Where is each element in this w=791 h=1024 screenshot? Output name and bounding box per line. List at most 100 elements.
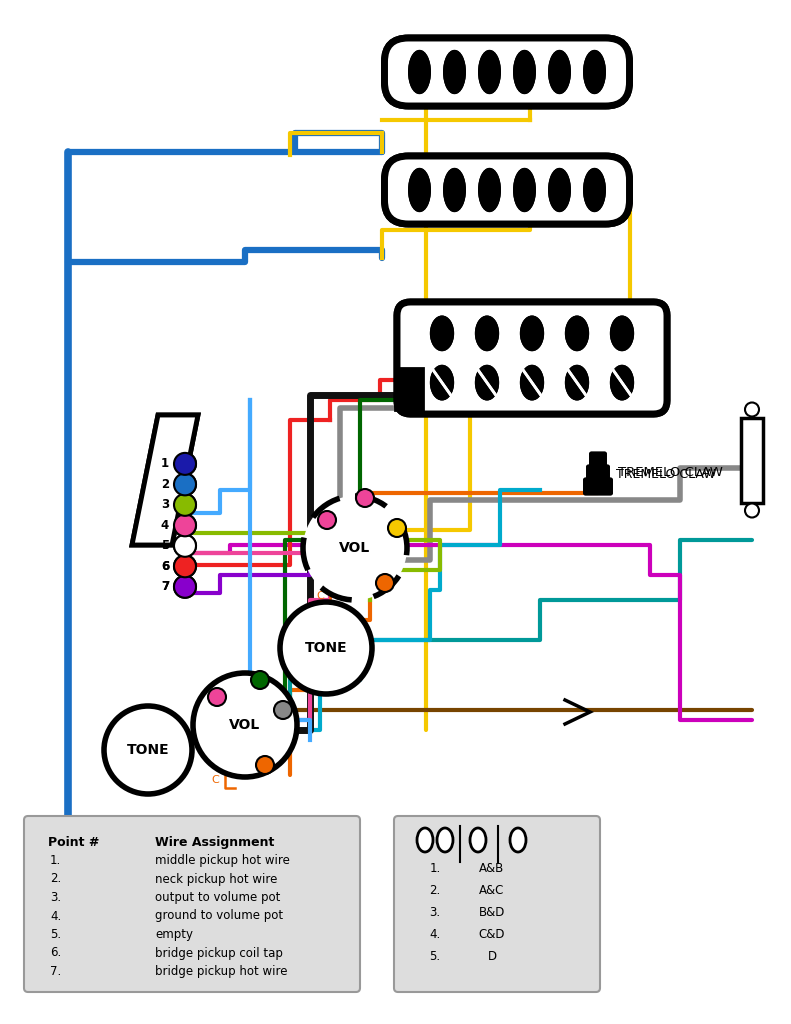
Circle shape [174, 514, 196, 537]
Ellipse shape [444, 51, 465, 93]
Ellipse shape [521, 366, 543, 399]
Ellipse shape [431, 366, 453, 399]
Text: 2.: 2. [50, 872, 61, 886]
Ellipse shape [611, 316, 633, 350]
Text: A&C: A&C [479, 884, 505, 897]
Ellipse shape [584, 169, 605, 211]
Ellipse shape [611, 366, 633, 399]
Circle shape [104, 706, 192, 794]
Text: VOL: VOL [229, 718, 260, 732]
Circle shape [174, 453, 196, 475]
Text: 7: 7 [161, 581, 169, 593]
Ellipse shape [409, 51, 430, 93]
Text: 4.: 4. [50, 909, 61, 923]
FancyBboxPatch shape [384, 156, 630, 224]
Circle shape [174, 575, 196, 598]
Circle shape [274, 701, 292, 719]
Text: A&B: A&B [479, 862, 505, 874]
Circle shape [388, 519, 406, 537]
Text: B&D: B&D [479, 906, 505, 919]
Text: C: C [316, 591, 324, 601]
Ellipse shape [549, 51, 570, 93]
Text: 3: 3 [161, 499, 169, 511]
Ellipse shape [566, 366, 588, 399]
Text: 2.: 2. [430, 884, 441, 897]
FancyBboxPatch shape [588, 466, 608, 481]
Text: 2: 2 [161, 478, 169, 490]
Text: 6: 6 [161, 560, 169, 572]
Circle shape [174, 535, 196, 557]
Ellipse shape [476, 366, 498, 399]
Text: A: A [420, 836, 430, 849]
Text: C&D: C&D [479, 928, 505, 941]
Ellipse shape [444, 169, 465, 211]
FancyBboxPatch shape [384, 38, 630, 106]
Circle shape [356, 489, 374, 507]
Circle shape [174, 555, 196, 578]
FancyBboxPatch shape [394, 816, 600, 992]
Text: 1: 1 [161, 458, 169, 470]
Text: 1: 1 [161, 458, 169, 470]
Ellipse shape [566, 366, 588, 399]
Ellipse shape [409, 169, 430, 211]
Text: 5: 5 [161, 540, 169, 552]
Text: 1.: 1. [50, 854, 61, 867]
Ellipse shape [476, 316, 498, 350]
Circle shape [174, 494, 196, 516]
Text: 5.: 5. [430, 950, 441, 963]
FancyBboxPatch shape [24, 816, 360, 992]
Circle shape [174, 473, 196, 496]
Ellipse shape [476, 366, 498, 399]
Text: C: C [211, 775, 219, 785]
Text: TREMELO CLAW: TREMELO CLAW [616, 469, 716, 481]
Ellipse shape [431, 316, 453, 350]
Text: 5: 5 [161, 540, 169, 552]
Ellipse shape [444, 51, 465, 93]
Ellipse shape [549, 169, 570, 211]
Ellipse shape [431, 366, 453, 399]
Ellipse shape [584, 51, 605, 93]
Ellipse shape [521, 366, 543, 399]
Ellipse shape [479, 51, 500, 93]
FancyBboxPatch shape [397, 302, 667, 414]
Circle shape [376, 574, 394, 592]
Circle shape [174, 453, 196, 475]
Ellipse shape [476, 316, 498, 350]
Circle shape [174, 575, 196, 598]
Text: 4: 4 [161, 519, 169, 531]
Circle shape [251, 671, 269, 689]
Text: TONE: TONE [305, 641, 347, 655]
Text: bridge pickup hot wire: bridge pickup hot wire [155, 965, 287, 978]
Circle shape [303, 496, 407, 600]
Text: Wire Assignment: Wire Assignment [155, 836, 274, 849]
Circle shape [318, 511, 336, 529]
Bar [741, 418, 763, 503]
Text: middle pickup hot wire: middle pickup hot wire [155, 854, 290, 867]
Text: 7: 7 [161, 581, 169, 593]
Polygon shape [132, 415, 198, 545]
FancyBboxPatch shape [591, 453, 605, 468]
Ellipse shape [549, 169, 570, 211]
Text: D: D [513, 836, 523, 849]
Text: TONE: TONE [127, 743, 169, 757]
Ellipse shape [584, 51, 605, 93]
Circle shape [256, 756, 274, 774]
Ellipse shape [611, 316, 633, 350]
Ellipse shape [431, 316, 453, 350]
Text: 3: 3 [161, 499, 169, 511]
Circle shape [174, 494, 196, 516]
Ellipse shape [521, 316, 543, 350]
Ellipse shape [521, 316, 543, 350]
Text: output to volume pot: output to volume pot [155, 891, 280, 904]
Ellipse shape [479, 169, 500, 211]
Ellipse shape [566, 316, 588, 350]
Bar [395, 368, 423, 410]
Ellipse shape [409, 51, 430, 93]
Text: 2: 2 [161, 478, 169, 490]
Text: bridge pickup coil tap: bridge pickup coil tap [155, 946, 283, 959]
Ellipse shape [566, 316, 588, 350]
Text: 6.: 6. [50, 946, 61, 959]
Text: 3.: 3. [430, 906, 441, 919]
Text: 5.: 5. [50, 928, 61, 941]
Circle shape [174, 535, 196, 557]
